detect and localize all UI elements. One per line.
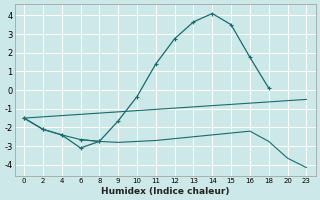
X-axis label: Humidex (Indice chaleur): Humidex (Indice chaleur) bbox=[101, 187, 229, 196]
